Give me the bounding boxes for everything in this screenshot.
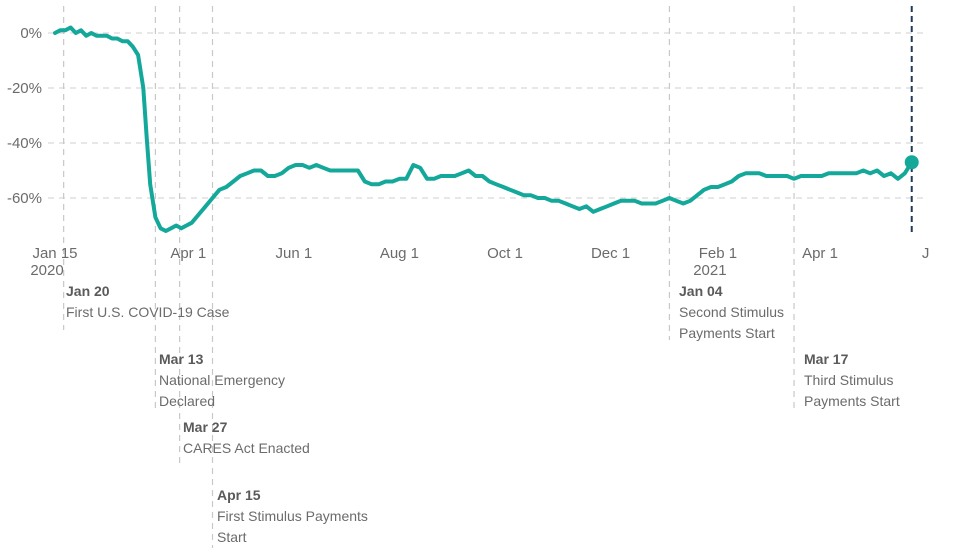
x-tick-sublabel: 2021 (693, 262, 726, 279)
x-tick-sublabel: 2020 (30, 262, 63, 279)
annotation-text: Declared (159, 393, 215, 409)
y-tick-label: 0% (20, 25, 42, 42)
y-axis-ticks: 0% -20% -40% -60% (7, 25, 42, 207)
annotation-lines (63, 6, 795, 548)
x-tick-label: Oct 1 (487, 245, 523, 262)
annotation-text: Payments Start (804, 393, 900, 409)
annotation-text: Start (217, 529, 247, 545)
annotation-text: Third Stimulus (804, 372, 893, 388)
x-tick-label: J (922, 245, 930, 262)
x-tick-label: Aug 1 (380, 245, 419, 262)
annotation-text: Payments Start (679, 325, 775, 341)
annotation-text: First Stimulus Payments (217, 508, 368, 524)
y-tick-label: -60% (7, 190, 42, 207)
annotation-date: Mar 13 (159, 351, 204, 367)
annotation-text: National Emergency (159, 372, 285, 388)
annotation-text: CARES Act Enacted (183, 440, 310, 456)
y-tick-label: -40% (7, 135, 42, 152)
annotation-date: Mar 27 (183, 419, 228, 435)
x-tick-label: Dec 1 (591, 245, 630, 262)
annotation-text: Second Stimulus (679, 304, 784, 320)
series-line (53, 25, 914, 233)
annotation-labels: Jan 20 First U.S. COVID-19 Case Mar 13 Nati… (66, 283, 900, 545)
annotation-date: Jan 20 (66, 283, 110, 299)
series-layer (53, 6, 919, 236)
grid-layer (48, 32, 925, 199)
x-tick-label: Feb 1 (699, 245, 737, 262)
x-tick-label: Apr 1 (802, 245, 838, 262)
annotation-date: Mar 17 (804, 351, 849, 367)
annotation-text: First U.S. COVID-19 Case (66, 304, 230, 320)
latest-point-marker[interactable] (904, 155, 919, 170)
y-tick-label: -20% (7, 80, 42, 97)
x-tick-label: Jun 1 (275, 245, 312, 262)
annotation-date: Apr 15 (217, 487, 261, 503)
x-tick-label: Apr 1 (170, 245, 206, 262)
x-tick-label: Jan 15 (32, 245, 77, 262)
annotation-date: Jan 04 (679, 283, 723, 299)
